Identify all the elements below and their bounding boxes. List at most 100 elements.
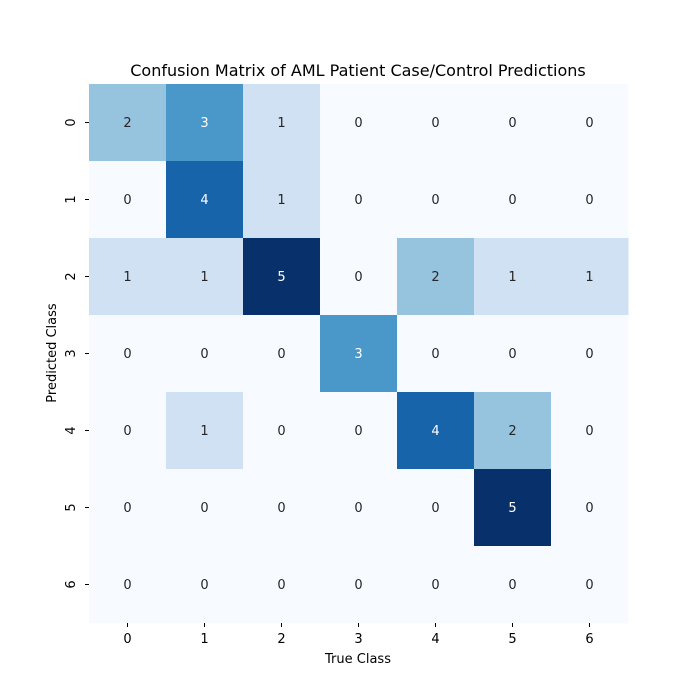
heatmap-cell-labels: 2 3 1 0 0 0 0 0 4 1 0 0 0 0 1 1 5 0 2 1 1 0 0 0 3 0 0 0 0 1 0 0 4 2 0 0 0 0 0 0…	[123, 116, 593, 593]
cell-value-r1-c2: 1	[277, 193, 285, 208]
heatmap-cell-r5-c1	[166, 469, 244, 547]
cell-value-r0-c2: 1	[277, 116, 285, 131]
cell-value-r2-c4: 2	[431, 270, 439, 285]
cell-value-r3-c4: 0	[431, 347, 439, 362]
cell-value-r4-c3: 0	[354, 424, 362, 439]
cell-value-r6-c5: 0	[508, 578, 516, 593]
heatmap-cells	[89, 84, 629, 624]
cell-value-r1-c1: 4	[200, 193, 208, 208]
heatmap-cell-r3-c0	[89, 315, 167, 393]
heatmap-cell-r6-c4	[397, 546, 475, 624]
heatmap-cell-r5-c2	[243, 469, 321, 547]
heatmap-cell-r3-c2	[243, 315, 321, 393]
y-tick-label-0: 0	[64, 118, 79, 126]
cell-value-r2-c1: 1	[200, 270, 208, 285]
cell-value-r3-c2: 0	[277, 347, 285, 362]
heatmap-cell-r3-c5	[474, 315, 552, 393]
cell-value-r1-c4: 0	[431, 193, 439, 208]
x-tick-label-0: 0	[123, 632, 131, 647]
heatmap-cell-r4-c4	[397, 392, 475, 470]
cell-value-r6-c2: 0	[277, 578, 285, 593]
cell-value-r0-c0: 2	[123, 116, 131, 131]
heatmap-cell-r5-c0	[89, 469, 167, 547]
cell-value-r0-c1: 3	[200, 116, 208, 131]
heatmap-cell-r0-c2	[243, 84, 321, 162]
cell-value-r2-c3: 0	[354, 270, 362, 285]
cell-value-r1-c5: 0	[508, 193, 516, 208]
cell-value-r0-c4: 0	[431, 116, 439, 131]
heatmap-cell-r4-c5	[474, 392, 552, 470]
heatmap-cell-r6-c5	[474, 546, 552, 624]
heatmap-cell-r1-c2	[243, 161, 321, 239]
x-tick-label-1: 1	[200, 632, 208, 647]
heatmap-cell-r0-c5	[474, 84, 552, 162]
cell-value-r1-c3: 0	[354, 193, 362, 208]
heatmap-cell-r4-c6	[551, 392, 629, 470]
heatmap-cell-r2-c5	[474, 238, 552, 316]
heatmap-cell-r4-c2	[243, 392, 321, 470]
cell-value-r3-c3: 3	[354, 347, 362, 362]
heatmap-cell-r3-c1	[166, 315, 244, 393]
chart-title: Confusion Matrix of AML Patient Case/Con…	[130, 61, 585, 80]
heatmap-cell-r0-c0	[89, 84, 167, 162]
heatmap-cell-r3-c4	[397, 315, 475, 393]
y-axis-label: Predicted Class	[45, 303, 60, 403]
heatmap-cell-r1-c3	[320, 161, 398, 239]
x-tick-label-6: 6	[585, 632, 593, 647]
heatmap-cell-r0-c1	[166, 84, 244, 162]
heatmap-cell-r6-c3	[320, 546, 398, 624]
x-tick-label-4: 4	[431, 632, 439, 647]
x-tick-label-2: 2	[277, 632, 285, 647]
heatmap-cell-r1-c6	[551, 161, 629, 239]
heatmap-cell-r0-c4	[397, 84, 475, 162]
cell-value-r5-c2: 0	[277, 501, 285, 516]
heatmap-cell-r3-c3	[320, 315, 398, 393]
cell-value-r0-c6: 0	[585, 116, 593, 131]
heatmap-cell-r2-c6	[551, 238, 629, 316]
cell-value-r5-c1: 0	[200, 501, 208, 516]
heatmap-cell-r1-c0	[89, 161, 167, 239]
heatmap-cell-r4-c3	[320, 392, 398, 470]
heatmap-cell-r0-c6	[551, 84, 629, 162]
cell-value-r4-c4: 4	[431, 424, 439, 439]
heatmap-cell-r2-c2	[243, 238, 321, 316]
cell-value-r5-c6: 0	[585, 501, 593, 516]
cell-value-r2-c6: 1	[585, 270, 593, 285]
cell-value-r3-c5: 0	[508, 347, 516, 362]
y-tick-label-6: 6	[64, 580, 79, 588]
heatmap-cell-r5-c3	[320, 469, 398, 547]
cell-value-r4-c6: 0	[585, 424, 593, 439]
cell-value-r3-c1: 0	[200, 347, 208, 362]
cell-value-r2-c5: 1	[508, 270, 516, 285]
cell-value-r6-c0: 0	[123, 578, 131, 593]
y-tick-label-1: 1	[64, 195, 79, 203]
y-tick-label-5: 5	[64, 503, 79, 511]
y-tick-label-3: 3	[64, 349, 79, 357]
heatmap-cell-r6-c0	[89, 546, 167, 624]
heatmap-cell-r0-c3	[320, 84, 398, 162]
heatmap-cell-r2-c0	[89, 238, 167, 316]
heatmap-cell-r4-c1	[166, 392, 244, 470]
cell-value-r6-c4: 0	[431, 578, 439, 593]
heatmap-cell-r2-c3	[320, 238, 398, 316]
cell-value-r1-c6: 0	[585, 193, 593, 208]
cell-value-r5-c0: 0	[123, 501, 131, 516]
y-tick-label-2: 2	[64, 272, 79, 280]
x-tick-label-5: 5	[508, 632, 516, 647]
heatmap-cell-r1-c1	[166, 161, 244, 239]
cell-value-r0-c5: 0	[508, 116, 516, 131]
heatmap-cell-r2-c4	[397, 238, 475, 316]
heatmap-cell-r4-c0	[89, 392, 167, 470]
heatmap-cell-r6-c6	[551, 546, 629, 624]
heatmap-cell-r3-c6	[551, 315, 629, 393]
cell-value-r2-c0: 1	[123, 270, 131, 285]
cell-value-r5-c5: 5	[508, 501, 516, 516]
heatmap-cell-r1-c5	[474, 161, 552, 239]
y-axis-ticks: 0 1 2 3 4 5 6	[64, 118, 89, 589]
cell-value-r4-c1: 1	[200, 424, 208, 439]
cell-value-r2-c2: 5	[277, 270, 285, 285]
cell-value-r4-c5: 2	[508, 424, 516, 439]
cell-value-r6-c3: 0	[354, 578, 362, 593]
cell-value-r5-c4: 0	[431, 501, 439, 516]
